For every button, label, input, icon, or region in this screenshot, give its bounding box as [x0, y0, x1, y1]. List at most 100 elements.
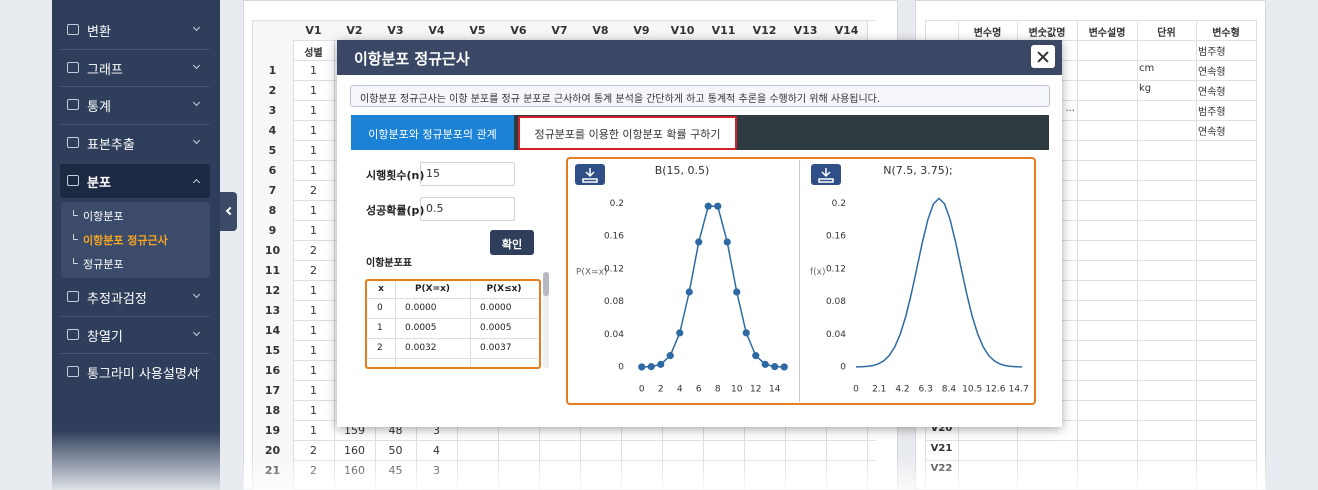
column-header: 단위	[1157, 28, 1176, 39]
variable-label: 성별	[304, 48, 323, 59]
scrollbar	[543, 272, 549, 368]
row-number: 11	[264, 264, 281, 277]
row-number: 1	[268, 64, 277, 77]
cell: 1	[310, 124, 317, 137]
table-cell: 1	[377, 323, 383, 333]
table-cell: 0	[377, 303, 383, 313]
column-header: V13	[793, 24, 818, 37]
menu-label[interactable]: 추정과검정	[87, 292, 147, 307]
cell: kg	[1139, 83, 1152, 94]
table-cell: 0.0000	[480, 303, 512, 313]
row-head-col	[253, 21, 293, 490]
cell: 1	[310, 344, 317, 357]
grid-line	[1077, 20, 1078, 490]
menu-label[interactable]: 통그라미 사용설명서	[87, 367, 199, 382]
tab-label[interactable]: 이항분포와 정규분포의 관계	[368, 128, 497, 141]
grid-line	[925, 120, 1256, 121]
row-number: 10	[264, 244, 281, 257]
grid-line	[367, 318, 538, 319]
menu-label[interactable]: 창열기	[87, 330, 123, 345]
row-number: 19	[264, 424, 281, 437]
menu-icon	[67, 175, 79, 186]
row-name: V20	[930, 423, 953, 434]
button-label[interactable]: 확인	[501, 238, 523, 251]
input-label: 시행횟수(n)	[366, 169, 425, 182]
cell: 1	[310, 64, 317, 77]
row-number: 5	[268, 144, 277, 157]
row-name: V21	[930, 443, 953, 454]
separator	[60, 124, 210, 125]
row-number: 4	[268, 124, 277, 137]
grid-line	[1196, 20, 1197, 490]
menu-item[interactable]	[60, 51, 210, 85]
input-value[interactable]: 0.5	[426, 202, 444, 215]
row-number: 9	[268, 224, 277, 237]
menu-label[interactable]: 변환	[87, 25, 111, 40]
submenu-item[interactable]: 정규분포	[83, 258, 124, 271]
cell: cm	[1139, 63, 1155, 74]
grid-line	[252, 20, 876, 21]
menu-item[interactable]	[60, 318, 210, 352]
row-number: 12	[264, 284, 281, 297]
menu-icon	[67, 99, 79, 110]
cell: 범주형	[1198, 107, 1226, 118]
info-text: 이항분포 정규근사는 이항 분포를 정규 분포로 근사하여 통계 분석을 간단하…	[360, 94, 881, 105]
menu-item[interactable]	[60, 88, 210, 122]
cell: 1	[310, 404, 317, 417]
column-header: V12	[752, 24, 777, 37]
cell: 1	[310, 84, 317, 97]
column-header: V3	[387, 24, 404, 37]
sidebar-toggle[interactable]	[220, 192, 237, 231]
grid-line	[925, 100, 1256, 101]
cell: 1	[310, 424, 317, 437]
menu-item[interactable]	[60, 126, 210, 160]
column-header: V11	[711, 24, 736, 37]
sidebar-fade	[52, 430, 220, 490]
row-number: 3	[268, 104, 277, 117]
info-box	[350, 85, 1050, 107]
grid-line	[925, 360, 1256, 361]
scroll-thumb[interactable]	[543, 272, 549, 296]
menu-label[interactable]: 표본추출	[87, 138, 135, 153]
menu-item[interactable]	[60, 13, 210, 47]
cell: ...	[1065, 103, 1075, 114]
menu-icon	[67, 329, 79, 340]
submenu-item[interactable]: 이항분포	[83, 210, 124, 223]
menu-label[interactable]: 통계	[87, 100, 111, 115]
row-number: 17	[264, 384, 281, 397]
table-cell: 2	[377, 343, 383, 353]
row-number: 14	[264, 324, 281, 337]
table-cell: 0.0005	[480, 323, 512, 333]
input[interactable]	[420, 197, 515, 221]
column-header: V10	[670, 24, 695, 37]
confirm-button[interactable]	[490, 230, 534, 255]
table-cell: 0.0032	[405, 343, 437, 353]
cell: 159	[344, 424, 365, 437]
row-number: 18	[264, 404, 281, 417]
tab-label[interactable]: 정규분포를 이용한 이항분포 확률 구하기	[534, 128, 721, 141]
cell: 2	[310, 244, 317, 257]
input[interactable]	[420, 162, 515, 186]
menu-label[interactable]: 그래프	[87, 63, 123, 78]
column-header: V1	[305, 24, 322, 37]
row-number: 8	[268, 204, 277, 217]
row-number: 20	[264, 444, 281, 457]
grid-line	[925, 80, 1256, 81]
tab-active[interactable]	[351, 115, 514, 150]
separator	[60, 353, 210, 354]
menu-item[interactable]	[60, 164, 210, 198]
tab[interactable]	[518, 116, 737, 150]
grid-line	[925, 40, 1256, 41]
cell: 3	[433, 424, 440, 437]
table-cell: 0.0000	[405, 303, 437, 313]
input-label: 성공확률(p)	[366, 204, 425, 217]
submenu-item[interactable]: 이항분포 정규근사	[83, 234, 168, 247]
modal-title: 이항분포 정규근사	[354, 50, 470, 68]
grid-line	[367, 358, 538, 359]
cell: 1	[310, 144, 317, 157]
grid-line	[252, 20, 253, 490]
menu-label[interactable]: 분포	[87, 176, 111, 191]
input-value[interactable]: 15	[426, 167, 440, 180]
grid-line	[1256, 20, 1257, 490]
